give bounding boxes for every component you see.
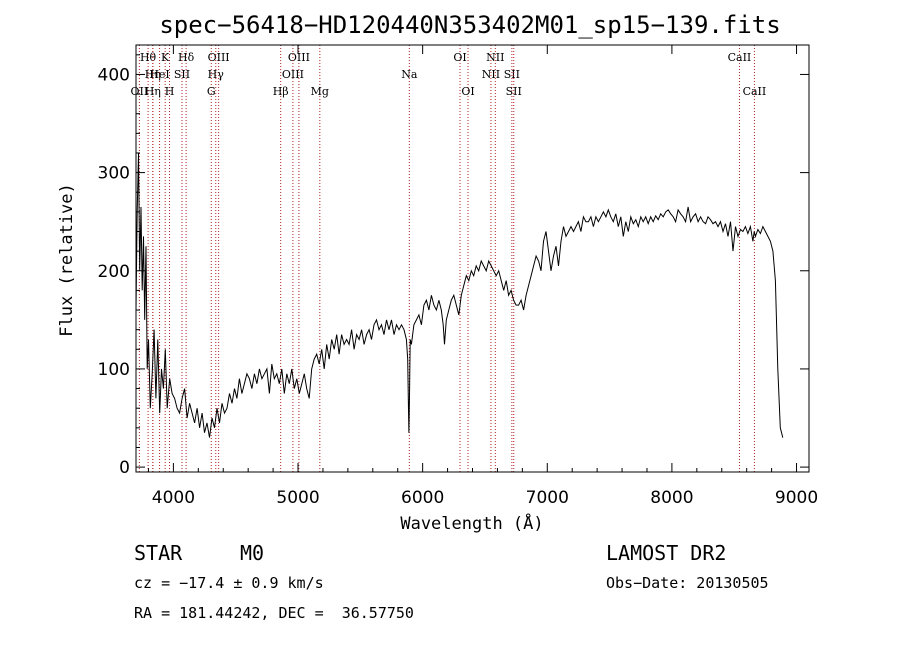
y-axis: 0 100 200 300 400 [98,54,809,478]
absorption-line-label: OII [131,85,149,98]
y-tick-label: 0 [119,458,130,478]
object-class: STAR [134,541,183,565]
absorption-line-label: NII [486,51,504,64]
absorption-line-label: Hγ [208,68,225,81]
redshift-velocity: cz = −17.4 ± 0.9 km/s [134,574,324,592]
absorption-line-label: Hδ [178,51,195,64]
x-tick-label: 4000 [152,488,195,508]
absorption-line-label: K [161,51,170,64]
absorption-line-label: HeI [149,68,169,81]
absorption-line-label: SII [504,68,520,81]
absorption-line-label: SII [506,85,522,98]
absorption-line-label: SII [174,68,190,81]
coordinates: RA = 181.44242, DEC = 36.57750 [134,604,414,622]
absorption-line-label: Hη [145,68,161,81]
absorption-line-label: Mg [311,85,329,98]
y-tick-label: 400 [98,65,130,85]
absorption-line-label: CaII [743,85,767,98]
absorption-line-label: H [165,85,175,98]
observation-date: Obs−Date: 20130505 [606,574,769,592]
survey-name: LAMOST DR2 [606,541,727,565]
absorption-line-label: OIII [282,68,304,81]
absorption-line-label: OIII [288,51,310,64]
absorption-line-label: CaII [728,51,752,64]
y-tick-label: 300 [98,164,130,184]
x-tick-label: 5000 [276,488,319,508]
x-tick-label: 6000 [401,488,444,508]
absorption-line-label: OI [461,85,474,98]
y-tick-label: 100 [98,360,130,380]
spectrum-line [135,152,784,438]
x-axis-label: Wavelength (Å) [400,512,543,534]
absorption-line-label: G [207,85,216,98]
absorption-line-label: Hβ [273,85,289,98]
x-tick-label: 8000 [650,488,693,508]
y-tick-label: 200 [98,262,130,282]
absorption-line-label: Hη [145,85,161,98]
y-axis-label: Flux (relative) [57,183,77,337]
x-axis: 4000 5000 6000 7000 8000 9000 [147,45,818,508]
absorption-line-label: NII [482,68,500,81]
object-subclass: M0 [240,541,265,565]
absorption-line-label: OI [453,51,466,64]
absorption-line-label: OIII [208,51,230,64]
absorption-line-label: Na [401,68,418,81]
chart-title: spec−56418−HD120440N353402M01_sp15−139.f… [159,11,780,39]
plot-frame [135,44,810,473]
x-tick-label: 9000 [775,488,818,508]
x-tick-label: 7000 [526,488,569,508]
absorption-line-label: Hθ [140,51,157,64]
